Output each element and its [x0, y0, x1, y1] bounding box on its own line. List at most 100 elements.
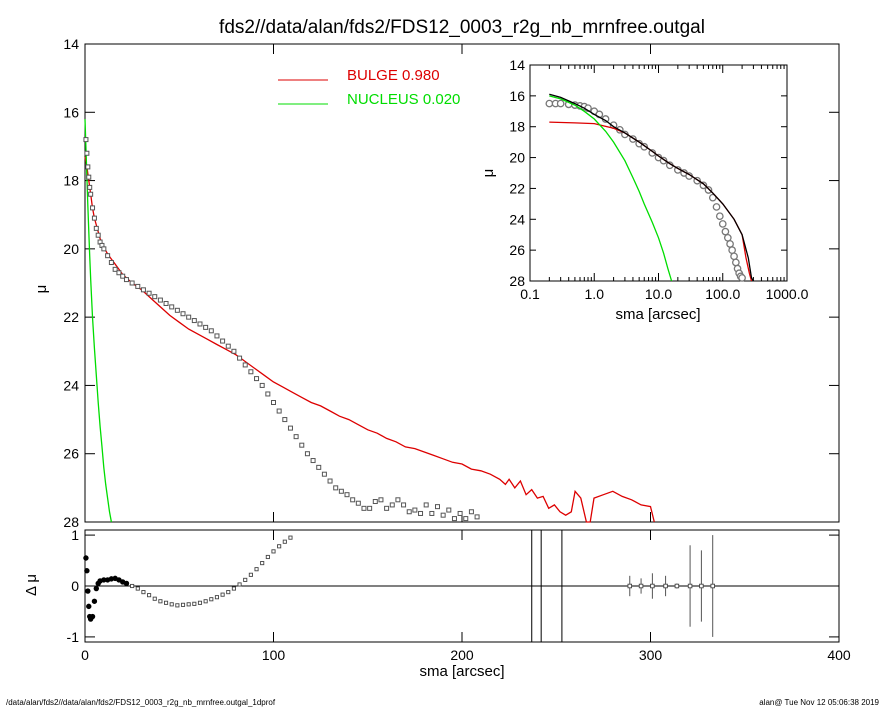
- main-y-tick-label: 24: [63, 377, 79, 393]
- data-point: [248, 369, 254, 375]
- residual-point: [265, 554, 270, 560]
- data-point: [129, 280, 135, 286]
- inset-y-tick-label: 18: [509, 119, 525, 135]
- residual-point: [254, 567, 259, 572]
- residual-point: [260, 561, 265, 566]
- inset-data-point: [712, 203, 721, 211]
- residual-point: [123, 580, 130, 587]
- residual-x-tick-label: 200: [450, 647, 474, 663]
- main-y-tick-label: 20: [63, 241, 79, 257]
- data-point: [457, 510, 463, 516]
- main-y-tick-label: 26: [63, 446, 79, 462]
- residual-plot: 10-10 100 200 300 400 Δ μ sma [arcsec]: [23, 527, 851, 680]
- residual-point: [203, 599, 208, 604]
- inset-y-tick-label: 28: [509, 273, 525, 289]
- residual-point: [282, 539, 287, 544]
- data-point: [338, 488, 344, 494]
- residual-point: [84, 568, 90, 574]
- data-point: [105, 253, 111, 259]
- inset-data-point: [730, 252, 738, 261]
- residual-y-tick-label: 1: [71, 527, 79, 543]
- inset-series: [545, 93, 754, 282]
- data-point: [88, 191, 94, 197]
- data-point: [84, 150, 90, 156]
- data-point: [423, 502, 429, 508]
- residual-error-point: [674, 583, 680, 589]
- inset-x-tick-label: 10.0: [645, 286, 672, 302]
- data-point: [389, 502, 395, 508]
- residual-error-point: [687, 583, 693, 589]
- residual-point: [226, 590, 231, 595]
- main-plot: 14 16 18 20 22 24 26 28 μ BULGE 0.980 NUCLEUS 0…: [33, 36, 840, 530]
- residual-point: [83, 555, 89, 561]
- residual-point: [147, 593, 152, 598]
- main-y-tick-label: 16: [63, 104, 79, 120]
- data-point: [446, 507, 452, 513]
- data-point: [237, 355, 243, 361]
- data-point: [231, 348, 237, 354]
- data-point: [108, 260, 114, 266]
- main-y-tick-label: 18: [63, 173, 79, 189]
- main-y-axis-label: μ: [33, 285, 50, 294]
- data-point: [440, 512, 446, 518]
- data-point: [265, 391, 271, 397]
- main-series: [83, 119, 655, 523]
- inset-x-tick-label: 1000.0: [766, 286, 809, 302]
- data-point: [299, 442, 305, 448]
- residual-ticks: 10-10 100 200 300 400: [67, 527, 851, 663]
- inset-x-tick-label: 1.0: [585, 286, 605, 302]
- main-y-tick-label: 14: [63, 36, 79, 52]
- data-point: [169, 304, 175, 310]
- inset-y-tick-label: 24: [509, 211, 525, 227]
- data-point: [304, 451, 310, 457]
- data-point: [367, 505, 373, 511]
- chart-title: fds2//data/alan/fds2/FDS12_0003_r2g_nb_m…: [219, 17, 705, 38]
- data-point: [327, 478, 333, 484]
- inset-x-axis-label: sma [arcsec]: [615, 306, 700, 323]
- residual-y-tick-label: 0: [71, 578, 79, 594]
- data-point: [293, 434, 299, 440]
- residual-error-point: [663, 583, 668, 589]
- residual-point: [158, 599, 163, 604]
- residual-error-point: [638, 583, 644, 589]
- main-y-ticks: 14 16 18 20 22 24 26 28: [63, 36, 840, 530]
- residual-point: [248, 572, 253, 577]
- residual-point: [169, 602, 174, 607]
- data-point: [163, 300, 169, 306]
- data-point: [174, 307, 180, 313]
- residual-point: [186, 602, 191, 607]
- data-point: [180, 311, 186, 317]
- data-point: [95, 232, 101, 238]
- inset-data-point: [723, 233, 732, 242]
- residual-point: [209, 597, 214, 602]
- data-point: [186, 314, 192, 320]
- residual-point: [164, 600, 169, 605]
- inset-data-point: [648, 149, 657, 157]
- data-point: [355, 500, 361, 506]
- data-point: [372, 499, 378, 505]
- residual-point: [231, 586, 236, 591]
- inset-data-point: [732, 258, 740, 267]
- inset-y-tick-label: 20: [509, 150, 525, 166]
- inset-y-tick-label: 22: [509, 180, 525, 196]
- data-point: [378, 497, 384, 503]
- data-point: [83, 137, 89, 143]
- data-point: [259, 382, 265, 388]
- residual-error-point: [627, 583, 633, 589]
- inset-total-model-line: [549, 93, 754, 282]
- inset-data-point: [704, 186, 713, 194]
- data-point: [468, 509, 474, 515]
- data-point: [384, 505, 390, 511]
- inset-y-tick-label: 14: [509, 57, 525, 73]
- inset-data-point: [556, 99, 565, 108]
- residual-point: [243, 577, 248, 582]
- data-point: [406, 509, 412, 515]
- data-point: [116, 270, 122, 276]
- inset-y-axis-label: μ: [480, 169, 497, 178]
- inset-data-point: [726, 240, 734, 248]
- data-point: [242, 362, 248, 368]
- residual-point: [130, 583, 135, 589]
- residual-x-tick-label: 300: [639, 647, 663, 663]
- inset-data-point: [699, 181, 708, 190]
- inset-data-point: [721, 227, 730, 236]
